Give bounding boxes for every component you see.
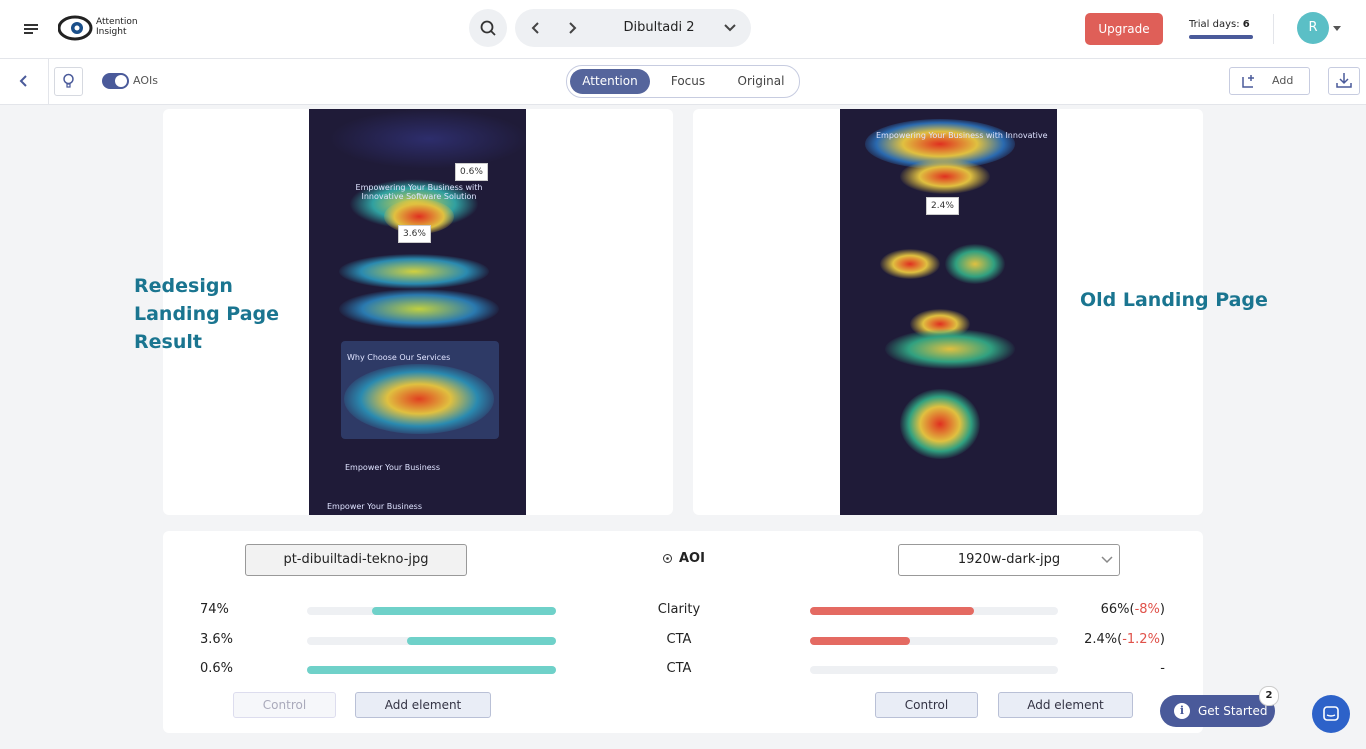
project-dropdown[interactable] bbox=[723, 22, 737, 34]
left-bar-fill bbox=[407, 636, 556, 645]
panel-label: Old Landing Page bbox=[1080, 289, 1268, 311]
heatmap-left[interactable]: Empowering Your Business with Innovative… bbox=[309, 109, 526, 515]
heatmap-right[interactable]: Empowering Your Business with Innovative… bbox=[840, 109, 1057, 515]
tab[interactable]: Focus bbox=[670, 74, 706, 88]
add-element-button[interactable]: Add element bbox=[355, 692, 491, 718]
right-bar-fill bbox=[810, 607, 974, 615]
left-bar-track bbox=[307, 607, 556, 615]
notification-badge: 2 bbox=[1259, 686, 1279, 706]
menu-icon[interactable] bbox=[23, 22, 39, 36]
right-bar-fill bbox=[810, 636, 910, 645]
right-bar-track bbox=[810, 666, 1058, 674]
divider bbox=[1273, 14, 1274, 44]
metric: CTA bbox=[666, 661, 692, 676]
metric: CTA bbox=[666, 631, 692, 647]
image-text: Empower Your Business bbox=[327, 502, 423, 511]
avatar-caret[interactable] bbox=[1333, 26, 1341, 32]
get-started-label: Get Started bbox=[1198, 704, 1268, 718]
trial-label: Trial days: bbox=[1189, 19, 1240, 30]
right-value: 2.4%(-1.2%) bbox=[1084, 632, 1165, 647]
aoi-icon bbox=[663, 554, 672, 563]
aoi-title: AOI bbox=[679, 551, 705, 566]
search-button[interactable] bbox=[469, 9, 507, 47]
trial-bar bbox=[1189, 35, 1253, 39]
brand-line: Insight bbox=[96, 27, 127, 37]
difference: -1.2% bbox=[1122, 631, 1160, 647]
get-started-button[interactable]: i Get Started bbox=[1160, 695, 1275, 727]
chat-button[interactable] bbox=[1312, 695, 1350, 733]
right-value: - bbox=[1160, 661, 1165, 676]
control-button[interactable]: Control bbox=[233, 692, 336, 718]
image-text: Empowering Your Business with Innovative bbox=[876, 131, 1048, 140]
back-button[interactable] bbox=[17, 74, 31, 88]
right-bar-track bbox=[810, 636, 1058, 645]
image-text: Why Choose Our Services bbox=[347, 353, 451, 362]
next-button[interactable] bbox=[565, 21, 579, 35]
aoi-value[interactable]: 3.6% bbox=[398, 225, 431, 243]
project-nav: Dibultadi 2 bbox=[515, 9, 751, 47]
divider bbox=[48, 59, 49, 104]
right-value-part: ) bbox=[1159, 631, 1165, 647]
right-value-part: - bbox=[1160, 661, 1165, 676]
right-value-part: 2.4%( bbox=[1084, 631, 1123, 647]
difference: -8% bbox=[1134, 602, 1160, 617]
left-value: 74% bbox=[200, 602, 229, 617]
image-text: Empowering Your Business with Innovative… bbox=[355, 183, 483, 201]
panel-label: Redesign Landing Page Result bbox=[134, 275, 280, 353]
brand-line: Attention bbox=[96, 17, 138, 27]
control-button[interactable]: Control bbox=[875, 692, 978, 718]
right-value: 66%(-8%) bbox=[1101, 602, 1165, 617]
view-tabs: Attention Focus Original bbox=[566, 65, 800, 98]
right-bar-track bbox=[810, 607, 1058, 615]
right-value-part: ) bbox=[1159, 602, 1165, 617]
right-value-part: 66%( bbox=[1100, 602, 1135, 617]
aoi-value[interactable]: 0.6% bbox=[455, 163, 488, 181]
prev-button[interactable] bbox=[529, 21, 543, 35]
left-bar-fill bbox=[372, 607, 556, 615]
brand: Attention Insight bbox=[96, 17, 138, 37]
trial: Trial days: 6 bbox=[1189, 19, 1250, 30]
right-file-select[interactable]: 1920w-dark-jpg bbox=[898, 544, 1120, 576]
avatar[interactable]: R bbox=[1297, 12, 1329, 44]
left-value: 0.6% bbox=[200, 661, 234, 676]
logo-icon bbox=[58, 15, 93, 41]
left-bar-track bbox=[307, 666, 556, 674]
toolbar: AOIs Attention Focus Original Add bbox=[0, 59, 1366, 105]
add-element-button[interactable]: Add element bbox=[998, 692, 1133, 718]
add-label: Add bbox=[1272, 74, 1294, 87]
tips-button[interactable] bbox=[54, 67, 83, 96]
image-text: Empower Your Business bbox=[345, 463, 441, 472]
left-value: 3.6% bbox=[200, 631, 234, 647]
aoi-label: AOIs bbox=[133, 74, 158, 87]
aoi-value[interactable]: 2.4% bbox=[926, 197, 959, 215]
upgrade-button[interactable]: Upgrade bbox=[1085, 13, 1163, 45]
project-name[interactable]: Dibultadi 2 bbox=[623, 20, 695, 35]
download-button[interactable] bbox=[1328, 67, 1360, 95]
tab-active[interactable]: Attention bbox=[570, 69, 650, 94]
left-file[interactable]: pt-dibuiltadi-tekno-jpg bbox=[245, 544, 467, 576]
right-file: 1920w-dark-jpg bbox=[957, 552, 1061, 567]
add-button[interactable]: Add bbox=[1229, 67, 1310, 95]
aoi-toggle[interactable] bbox=[102, 73, 129, 89]
trial-days: 6 bbox=[1242, 19, 1250, 30]
tab[interactable]: Original bbox=[737, 74, 785, 88]
header: Attention Insight Dibultadi 2 Upgrade Tri… bbox=[0, 0, 1366, 59]
left-bar-track bbox=[307, 636, 556, 645]
metric: Clarity bbox=[657, 602, 701, 617]
left-bar-fill bbox=[307, 666, 556, 674]
